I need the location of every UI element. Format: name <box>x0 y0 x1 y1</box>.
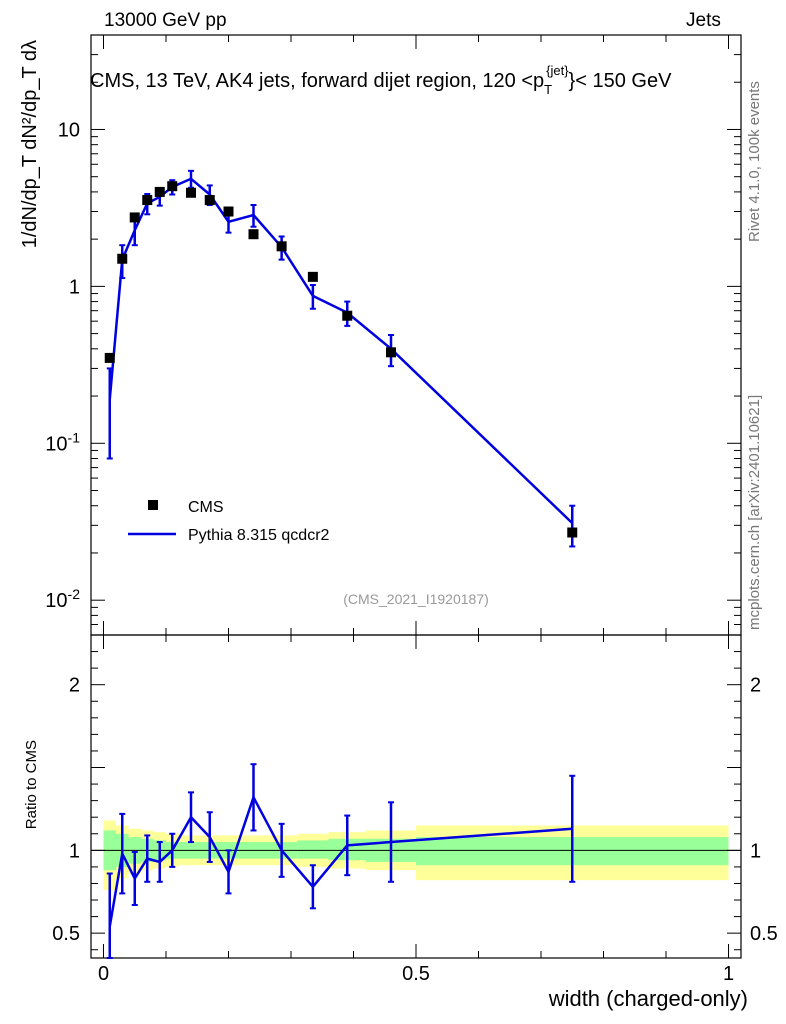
pythia-series <box>106 169 576 959</box>
y-tick-label: 1 <box>69 276 80 298</box>
legend-pythia-label: Pythia 8.315 qcdcr2 <box>188 527 330 544</box>
cms-point <box>186 187 196 198</box>
y-tick-label: 10 <box>58 119 80 141</box>
cms-series <box>104 181 578 538</box>
cms-point <box>386 347 396 358</box>
y-tick-label-left: 0.5 <box>52 923 80 945</box>
y-axis-label-top: 1/dN/dp_T dN²/dp_T dλ <box>19 40 41 248</box>
y-tick-label-left: 1 <box>69 840 80 862</box>
cms-point <box>248 229 259 240</box>
y-axis-label-bottom: Ratio to CMS <box>23 740 40 829</box>
title-subscript: T <box>544 82 553 97</box>
x-tick-label: 0.5 <box>402 963 430 985</box>
x-tick-label: 1 <box>723 963 734 985</box>
bottom-panel-frame <box>90 634 742 959</box>
title-main: CMS, 13 TeV, AK4 jets, forward dijet reg… <box>90 70 545 92</box>
header-left-label: 13000 GeV pp <box>104 10 227 31</box>
cms-point <box>167 181 178 192</box>
cms-point <box>117 253 128 264</box>
y-tick-label-left: 2 <box>69 675 80 697</box>
y-tick-label: 10-2 <box>45 586 80 612</box>
legend-cms-marker <box>148 500 158 510</box>
analysis-label: (CMS_2021_I1920187) <box>343 591 489 607</box>
y-tick-label: 10-1 <box>45 429 80 455</box>
y-tick-label-right: 1 <box>750 840 761 862</box>
cms-point <box>129 212 140 223</box>
title-end: }< 150 GeV <box>568 70 672 92</box>
top-panel-frame <box>90 34 742 636</box>
cms-point <box>104 352 115 363</box>
y-tick-label-right: 0.5 <box>750 923 778 945</box>
axes-frame <box>90 34 742 959</box>
title-superscript: {jet} <box>546 63 569 78</box>
header-right-label: Jets <box>686 10 721 31</box>
cms-point <box>154 186 165 197</box>
cms-point <box>142 195 153 206</box>
cms-point <box>276 241 287 252</box>
cms-point <box>223 206 234 217</box>
cms-point <box>204 195 215 206</box>
pythia-line <box>108 177 574 524</box>
y-tick-label-right: 2 <box>750 675 761 697</box>
cms-point <box>307 271 318 282</box>
band-inner-bin <box>297 840 329 859</box>
plot-title: CMS, 13 TeV, AK4 jets, forward dijet reg… <box>90 63 672 97</box>
legend-cms-label: CMS <box>188 499 224 516</box>
cms-point <box>342 310 353 321</box>
x-tick-label: 0 <box>98 963 109 985</box>
uncertainty-bands <box>103 820 729 891</box>
cms-point <box>567 527 578 538</box>
x-axis-label: width (charged-only) <box>548 986 748 1011</box>
